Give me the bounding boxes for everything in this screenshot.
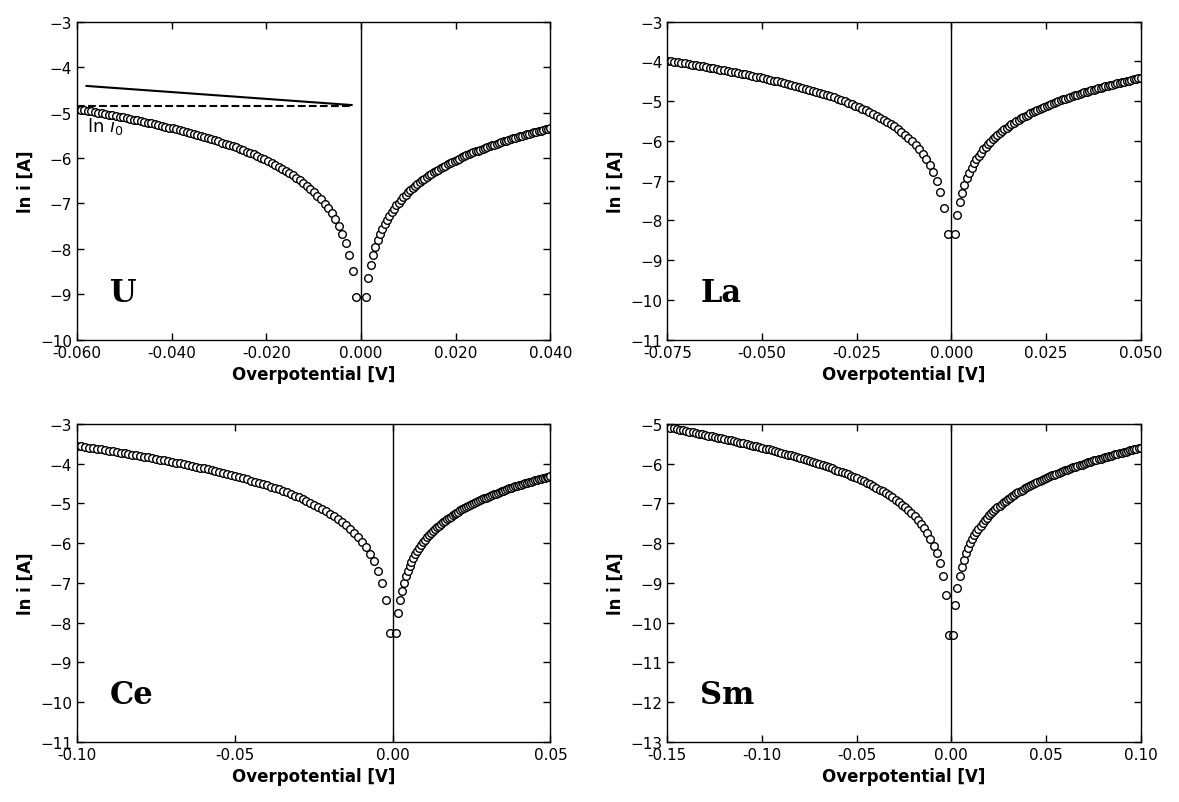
X-axis label: Overpotential [V]: Overpotential [V] [822,366,986,383]
Text: ln $i_0$: ln $i_0$ [86,115,123,136]
Y-axis label: ln i [A]: ln i [A] [607,552,625,614]
Text: Ce: Ce [110,679,154,711]
X-axis label: Overpotential [V]: Overpotential [V] [822,768,986,785]
Y-axis label: ln i [A]: ln i [A] [17,150,34,213]
Y-axis label: ln i [A]: ln i [A] [607,150,625,213]
Text: La: La [700,277,742,309]
Y-axis label: ln i [A]: ln i [A] [17,552,34,614]
X-axis label: Overpotential [V]: Overpotential [V] [232,768,395,785]
X-axis label: Overpotential [V]: Overpotential [V] [232,366,395,383]
Text: U: U [110,277,137,309]
Text: Sm: Sm [700,679,755,711]
